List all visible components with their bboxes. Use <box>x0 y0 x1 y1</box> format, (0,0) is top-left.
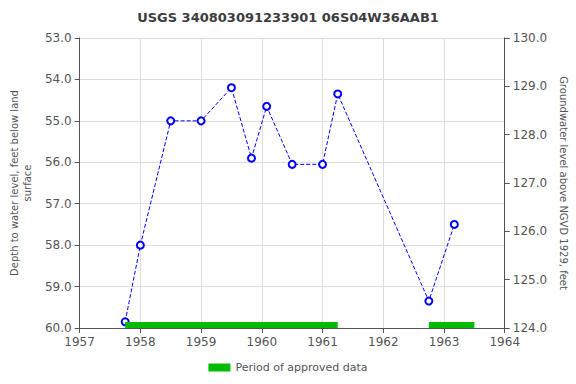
svg-text:125.0: 125.0 <box>513 273 547 287</box>
svg-text:Groundwater level above NGVD 1: Groundwater level above NGVD 1929, feet <box>558 76 569 290</box>
svg-text:1964: 1964 <box>489 335 520 349</box>
svg-text:1959: 1959 <box>186 335 217 349</box>
svg-text:128.0: 128.0 <box>513 128 547 142</box>
svg-text:130.0: 130.0 <box>513 31 547 45</box>
svg-text:Depth to water level, feet bel: Depth to water level, feet below land <box>9 90 20 276</box>
svg-text:54.0: 54.0 <box>45 72 72 86</box>
svg-text:1963: 1963 <box>429 335 460 349</box>
svg-text:1961: 1961 <box>307 335 338 349</box>
svg-text:53.0: 53.0 <box>45 31 72 45</box>
svg-text:127.0: 127.0 <box>513 176 547 190</box>
svg-text:58.0: 58.0 <box>45 238 72 252</box>
svg-text:surface: surface <box>22 165 33 202</box>
svg-text:56.0: 56.0 <box>45 155 72 169</box>
svg-text:60.0: 60.0 <box>45 321 72 335</box>
svg-text:1962: 1962 <box>368 335 399 349</box>
svg-text:USGS 340803091233901 06S04W36A: USGS 340803091233901 06S04W36AAB1 <box>137 10 439 25</box>
svg-text:Period of approved data: Period of approved data <box>235 361 367 374</box>
svg-text:1958: 1958 <box>125 335 156 349</box>
svg-text:57.0: 57.0 <box>45 197 72 211</box>
svg-text:124.0: 124.0 <box>513 321 547 335</box>
svg-text:1960: 1960 <box>247 335 278 349</box>
svg-text:129.0: 129.0 <box>513 79 547 93</box>
svg-text:1957: 1957 <box>64 335 95 349</box>
svg-text:55.0: 55.0 <box>45 114 72 128</box>
svg-text:59.0: 59.0 <box>45 280 72 294</box>
svg-text:126.0: 126.0 <box>513 224 547 238</box>
